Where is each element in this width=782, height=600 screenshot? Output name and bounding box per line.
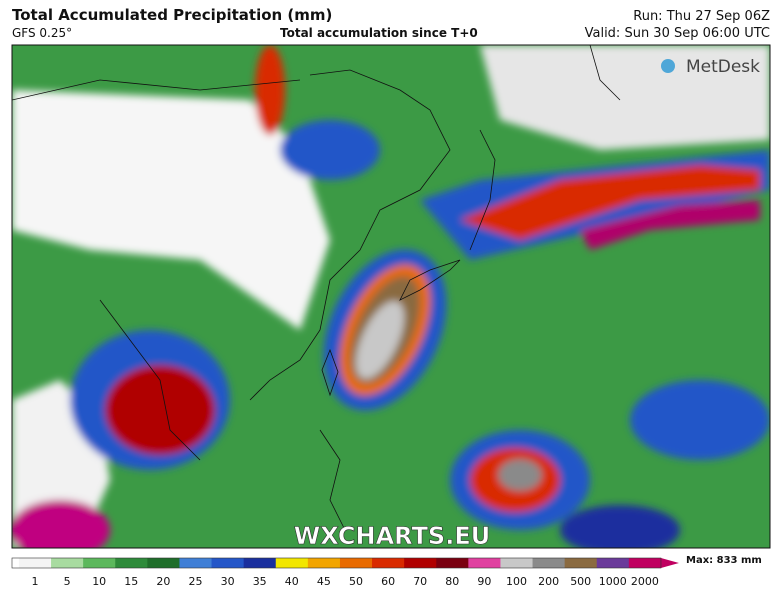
colorbar-cell xyxy=(404,558,437,568)
colorbar-label: 15 xyxy=(124,575,138,588)
colorbar-label: 20 xyxy=(156,575,170,588)
colorbar-label: 2000 xyxy=(631,575,659,588)
colorbar-label: 70 xyxy=(413,575,427,588)
valid: Valid: Sun 30 Sep 06:00 UTC xyxy=(584,26,770,41)
subtitle: Total accumulation since T+0 xyxy=(280,26,478,40)
logo: MetDesk xyxy=(686,57,760,77)
colorbar-cell xyxy=(211,558,245,568)
colorbar-cell xyxy=(307,558,341,568)
colorbar-cell xyxy=(436,558,469,568)
colorbar-cell xyxy=(243,558,277,568)
colorbar-frame xyxy=(11,557,662,569)
colorbar-label: 80 xyxy=(445,575,459,588)
colorbar-cell xyxy=(372,558,405,568)
colorbar-label: 50 xyxy=(349,575,363,588)
colorbar-cell xyxy=(179,558,213,568)
colorbar-label: 100 xyxy=(506,575,527,588)
colorbar-label: 25 xyxy=(189,575,203,588)
colorbar-cell xyxy=(628,558,662,568)
colorbar-label: 90 xyxy=(477,575,491,588)
colorbar-label: 40 xyxy=(285,575,299,588)
colorbar-cell xyxy=(500,558,534,568)
colorbar-cell xyxy=(596,558,630,568)
colorbar: 1 5 10 15 20 25 30 35 40 45 50 60 70 80 90 100 200 500 100… xyxy=(11,557,679,588)
colorbar-label: 10 xyxy=(92,575,106,588)
colorbar-label: 200 xyxy=(538,575,559,588)
colorbar-label: 1 xyxy=(32,575,39,588)
max-value: Max: 833 mm xyxy=(686,555,762,566)
colorbar-cell xyxy=(564,558,598,568)
colorbar-arrow xyxy=(660,558,679,568)
colorbar-cell xyxy=(339,558,373,568)
colorbar-cell xyxy=(147,558,180,568)
colorbar-cell xyxy=(51,558,84,568)
logo-icon xyxy=(661,59,675,73)
precip-field xyxy=(12,45,770,548)
colorbar-cell xyxy=(115,558,148,568)
colorbar-label: 45 xyxy=(317,575,331,588)
title: Total Accumulated Precipitation (mm) xyxy=(12,6,333,24)
run: Run: Thu 27 Sep 06Z xyxy=(633,9,770,24)
colorbar-cell xyxy=(275,558,309,568)
colorbar-cell xyxy=(532,558,566,568)
colorbar-label: 500 xyxy=(570,575,591,588)
colorbar-label: 35 xyxy=(253,575,267,588)
colorbar-label: 5 xyxy=(64,575,71,588)
colorbar-cell xyxy=(468,558,501,568)
colorbar-label: 1000 xyxy=(599,575,627,588)
colorbar-label: 60 xyxy=(381,575,395,588)
colorbar-cell xyxy=(18,558,52,568)
colorbar-cell xyxy=(83,558,116,568)
model: GFS 0.25° xyxy=(12,26,73,40)
colorbar-label: 30 xyxy=(221,575,235,588)
watermark: WXCHARTS.EU xyxy=(294,522,490,550)
